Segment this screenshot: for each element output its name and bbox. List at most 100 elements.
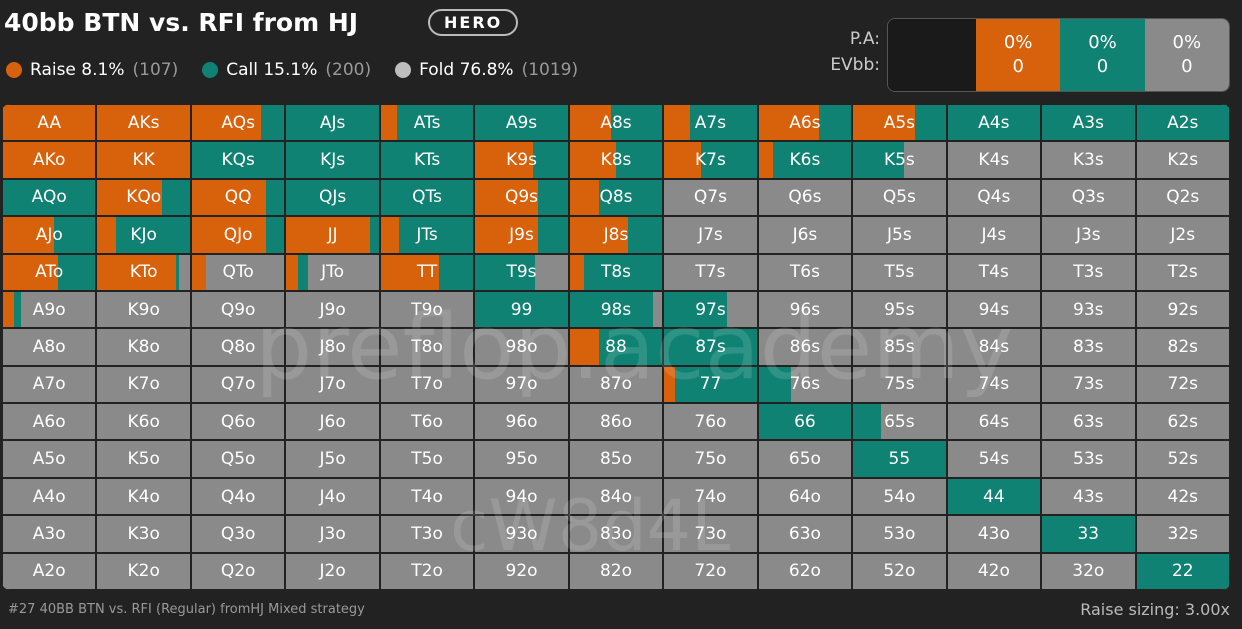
hand-cell[interactable]: Q9o xyxy=(190,290,286,329)
hand-cell[interactable]: J3o xyxy=(285,515,380,553)
hand-cell[interactable]: 96o xyxy=(474,403,569,441)
hand-cell[interactable]: A7o xyxy=(2,365,97,404)
hand-cell[interactable]: QJo xyxy=(190,216,286,254)
hand-cell[interactable]: 44 xyxy=(946,477,1042,516)
hand-cell[interactable]: T8o xyxy=(379,328,475,366)
hand-cell[interactable]: J8o xyxy=(285,328,380,366)
hand-cell[interactable]: 92s xyxy=(1135,290,1230,329)
hand-cell[interactable]: Q3s xyxy=(1041,178,1136,217)
hand-cell[interactable]: T8s xyxy=(568,253,664,291)
hand-cell[interactable]: AA xyxy=(2,104,97,142)
hand-cell[interactable]: A9s xyxy=(474,104,569,142)
hand-cell[interactable]: 98o xyxy=(474,328,569,366)
hand-cell[interactable]: T3s xyxy=(1041,253,1136,291)
hand-cell[interactable]: K2o xyxy=(96,552,191,590)
hand-cell[interactable]: T7s xyxy=(663,253,758,291)
hand-cell[interactable]: 53s xyxy=(1041,440,1136,478)
hand-cell[interactable]: KTs xyxy=(379,141,475,179)
hand-cell[interactable]: K5o xyxy=(96,440,191,478)
hand-cell[interactable]: J9o xyxy=(285,290,380,329)
hand-cell[interactable]: QTo xyxy=(190,253,286,291)
hand-cell[interactable]: A6s xyxy=(757,104,853,142)
hand-cell[interactable]: J2s xyxy=(1135,216,1230,254)
hero-badge[interactable]: HERO xyxy=(428,9,519,36)
hand-cell[interactable]: 43s xyxy=(1041,477,1136,516)
hand-cell[interactable]: JTo xyxy=(285,253,380,291)
hand-cell[interactable]: 85o xyxy=(568,440,664,478)
hand-cell[interactable]: Q4o xyxy=(190,477,286,516)
hand-cell[interactable]: J5o xyxy=(285,440,380,478)
hand-cell[interactable]: K9o xyxy=(96,290,191,329)
legend-item[interactable]: Fold 76.8% (1019) xyxy=(395,60,578,80)
hand-cell[interactable]: T6s xyxy=(757,253,853,291)
hand-cell[interactable]: 94o xyxy=(474,477,569,516)
hand-cell[interactable]: 73s xyxy=(1041,365,1136,404)
hand-cell[interactable]: Q9s xyxy=(474,178,569,217)
hand-cell[interactable]: T2s xyxy=(1135,253,1230,291)
hand-cell[interactable]: QJs xyxy=(285,178,380,217)
hand-cell[interactable]: T3o xyxy=(379,515,475,553)
hand-cell[interactable]: K6o xyxy=(96,403,191,441)
hand-cell[interactable]: KJo xyxy=(96,216,191,254)
hand-cell[interactable]: KTo xyxy=(96,253,191,291)
hand-cell[interactable]: 75s xyxy=(852,365,947,404)
hand-cell[interactable]: 85s xyxy=(852,328,947,366)
hand-cell[interactable]: 76o xyxy=(663,403,758,441)
hand-cell[interactable]: J5s xyxy=(852,216,947,254)
hand-cell[interactable]: J2o xyxy=(285,552,380,590)
hand-cell[interactable]: A3s xyxy=(1041,104,1136,142)
hand-cell[interactable]: Q4s xyxy=(946,178,1042,217)
hand-cell[interactable]: Q7o xyxy=(190,365,286,404)
hand-cell[interactable]: JTs xyxy=(379,216,475,254)
hand-cell[interactable]: 93o xyxy=(474,515,569,553)
hand-cell[interactable]: KQo xyxy=(96,178,191,217)
hand-cell[interactable]: AQs xyxy=(190,104,286,142)
hand-cell[interactable]: J6o xyxy=(285,403,380,441)
hand-cell[interactable]: 65s xyxy=(852,403,947,441)
hand-cell[interactable]: 52o xyxy=(852,552,947,590)
hand-cell[interactable]: J3s xyxy=(1041,216,1136,254)
hand-cell[interactable]: 64s xyxy=(946,403,1042,441)
hand-cell[interactable]: A4s xyxy=(946,104,1042,142)
hand-cell[interactable]: 88 xyxy=(568,328,664,366)
hand-cell[interactable]: Q8s xyxy=(568,178,664,217)
hand-cell[interactable]: 42s xyxy=(1135,477,1230,516)
hand-cell[interactable]: 55 xyxy=(852,440,947,478)
hand-cell[interactable]: ATo xyxy=(2,253,97,291)
hand-cell[interactable]: 92o xyxy=(474,552,569,590)
hand-cell[interactable]: Q7s xyxy=(663,178,758,217)
hand-cell[interactable]: K7o xyxy=(96,365,191,404)
hand-cell[interactable]: Q6o xyxy=(190,403,286,441)
hand-cell[interactable]: 52s xyxy=(1135,440,1230,478)
hand-cell[interactable]: K3o xyxy=(96,515,191,553)
hand-cell[interactable]: 86s xyxy=(757,328,853,366)
hand-cell[interactable]: J9s xyxy=(474,216,569,254)
hand-cell[interactable]: AJs xyxy=(285,104,380,142)
hand-cell[interactable]: 73o xyxy=(663,515,758,553)
hand-cell[interactable]: A4o xyxy=(2,477,97,516)
hand-cell[interactable]: 65o xyxy=(757,440,853,478)
hand-cell[interactable]: AKs xyxy=(96,104,191,142)
hand-cell[interactable]: 64o xyxy=(757,477,853,516)
hand-cell[interactable]: AKo xyxy=(2,141,97,179)
hand-cell[interactable]: K3s xyxy=(1041,141,1136,179)
hand-cell[interactable]: 82o xyxy=(568,552,664,590)
hand-cell[interactable]: KJs xyxy=(285,141,380,179)
hand-cell[interactable]: T6o xyxy=(379,403,475,441)
hand-cell[interactable]: 95o xyxy=(474,440,569,478)
hand-cell[interactable]: 98s xyxy=(568,290,664,329)
hand-cell[interactable]: T4s xyxy=(946,253,1042,291)
hand-cell[interactable]: K4s xyxy=(946,141,1042,179)
hand-cell[interactable]: A3o xyxy=(2,515,97,553)
hand-cell[interactable]: A9o xyxy=(2,290,97,329)
hand-cell[interactable]: K4o xyxy=(96,477,191,516)
hand-cell[interactable]: 96s xyxy=(757,290,853,329)
hand-cell[interactable]: K7s xyxy=(663,141,758,179)
hand-cell[interactable]: K2s xyxy=(1135,141,1230,179)
hand-cell[interactable]: 95s xyxy=(852,290,947,329)
hand-cell[interactable]: A8s xyxy=(568,104,664,142)
hand-cell[interactable]: T2o xyxy=(379,552,475,590)
hand-cell[interactable]: K9s xyxy=(474,141,569,179)
hand-cell[interactable]: A5o xyxy=(2,440,97,478)
hand-cell[interactable]: 97o xyxy=(474,365,569,404)
